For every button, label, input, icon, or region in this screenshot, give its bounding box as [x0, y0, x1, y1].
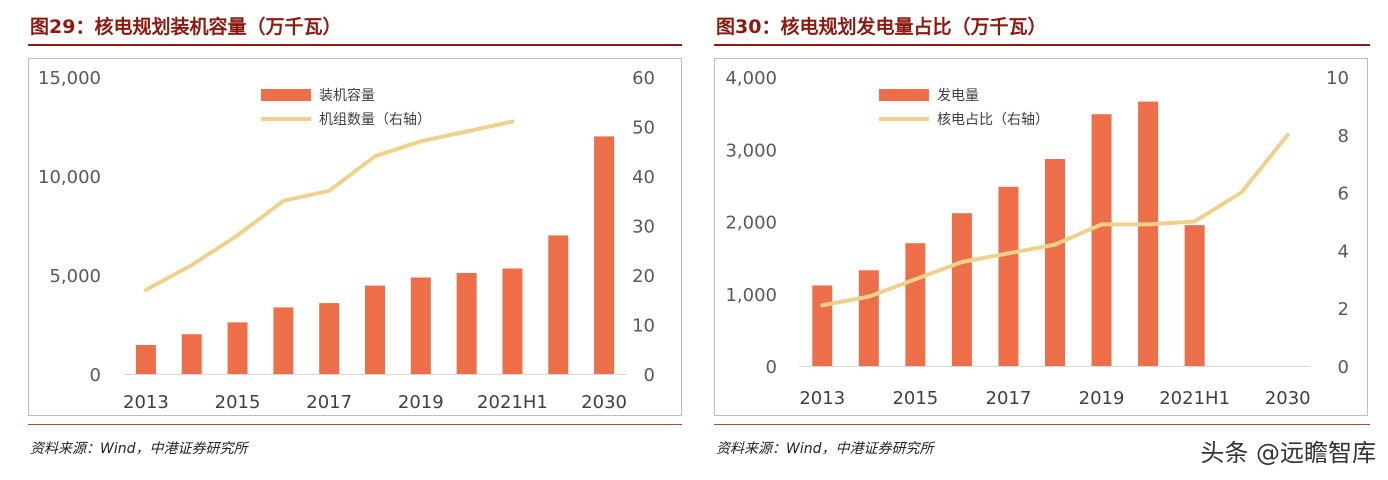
- legend-swatch-bar: [879, 89, 929, 101]
- title-rule: [714, 44, 1370, 46]
- x-tick-label: 2015: [892, 388, 938, 409]
- source-rule: [714, 424, 1370, 425]
- y-left-tick-label: 3,000: [725, 140, 777, 161]
- legend-label-bar: 装机容量: [319, 87, 375, 104]
- y-right-tick-label: 20: [632, 266, 655, 287]
- y-left-tick-label: 0: [90, 365, 101, 386]
- bar: [273, 307, 294, 374]
- chart-frame: 0 5,000 10,000 15,000 0 10 20 30 40 50 60 2013 2015 2…: [28, 58, 682, 416]
- y-right-tick-label: 50: [632, 118, 655, 139]
- x-tick-label: 2030: [1265, 388, 1311, 409]
- legend-label-line: 核电占比（右轴）: [937, 112, 1049, 128]
- y-right-tick-label: 0: [1338, 357, 1349, 378]
- legend-label-bar: 发电量: [937, 88, 979, 104]
- generation-chart: 0 1,000 2,000 3,000 4,000 0 2 4 6 8 10 2013 2015 2017…: [725, 68, 1349, 409]
- y-right-tick-label: 0: [644, 365, 655, 386]
- bar: [502, 268, 523, 374]
- y-right-tick-label: 4: [1338, 241, 1349, 262]
- bar: [227, 322, 248, 374]
- x-tick-label: 2030: [581, 392, 627, 413]
- x-tick-label: 2021H1: [1159, 388, 1230, 409]
- bar: [456, 272, 477, 374]
- y-left-tick-label: 4,000: [725, 68, 777, 89]
- bar: [812, 285, 833, 366]
- bar: [181, 334, 202, 374]
- bar: [1138, 101, 1159, 366]
- y-right-tick-label: 60: [632, 68, 655, 89]
- x-tick-label: 2013: [123, 392, 169, 413]
- figure-title: 图30：核电规划发电量占比（万千瓦）: [716, 16, 1047, 38]
- panel-generation-share: 图30：核电规划发电量占比（万千瓦） 0 1,000 2,000 3,000 4,000…: [710, 0, 1388, 480]
- panel-installed-capacity: 图29：核电规划装机容量（万千瓦） 0 5,000 10,000 15,000 0 10 2…: [0, 0, 684, 480]
- title-rule: [28, 44, 682, 46]
- bar: [135, 344, 156, 374]
- y-right-tick-label: 10: [1326, 68, 1349, 89]
- x-tick-label: 2013: [799, 388, 845, 409]
- y-left-tick-label: 15,000: [38, 68, 101, 89]
- bar: [951, 213, 972, 366]
- legend-swatch-bar: [261, 89, 311, 101]
- bar: [905, 243, 926, 366]
- y-left-tick-label: 10,000: [38, 167, 101, 188]
- bar: [365, 285, 385, 374]
- y-right-tick-label: 40: [632, 167, 655, 188]
- x-tick-label: 2015: [215, 392, 261, 413]
- y-right-tick-label: 10: [632, 316, 655, 337]
- bar: [1091, 114, 1112, 366]
- y-left-tick-label: 0: [766, 357, 777, 378]
- bar: [548, 235, 569, 374]
- source-note: 资料来源：Wind，中港证券研究所: [30, 441, 248, 457]
- legend-label-line: 机组数量（右轴）: [319, 112, 431, 128]
- y-left-tick-label: 1,000: [725, 285, 777, 306]
- bar: [998, 186, 1019, 366]
- series-line: [143, 119, 515, 292]
- y-right-tick-label: 2: [1338, 299, 1349, 320]
- x-tick-label: 2019: [398, 392, 444, 413]
- source-note: 资料来源：Wind，中港证券研究所: [716, 441, 934, 457]
- y-right-tick-label: 30: [632, 217, 655, 238]
- x-tick-label: 2021H1: [477, 392, 548, 413]
- y-left-tick-label: 2,000: [725, 213, 777, 234]
- bar: [1184, 225, 1205, 366]
- y-right-tick-label: 8: [1338, 126, 1349, 147]
- bar: [1045, 159, 1065, 366]
- x-tick-label: 2019: [1079, 388, 1125, 409]
- y-left-tick-label: 5,000: [49, 266, 101, 287]
- y-right-tick-label: 6: [1338, 184, 1349, 205]
- bar: [319, 303, 340, 374]
- bar: [594, 136, 615, 374]
- chart-frame: 0 1,000 2,000 3,000 4,000 0 2 4 6 8 10 2013 2015 2017…: [714, 58, 1368, 416]
- x-tick-label: 2017: [986, 388, 1032, 409]
- x-tick-label: 2017: [306, 392, 352, 413]
- bar: [410, 277, 431, 374]
- watermark: 头条 @远瞻智库: [1200, 439, 1376, 467]
- figure-title: 图29：核电规划装机容量（万千瓦）: [30, 16, 342, 38]
- series-line: [820, 132, 1290, 308]
- bar: [858, 270, 879, 366]
- source-rule: [28, 424, 682, 425]
